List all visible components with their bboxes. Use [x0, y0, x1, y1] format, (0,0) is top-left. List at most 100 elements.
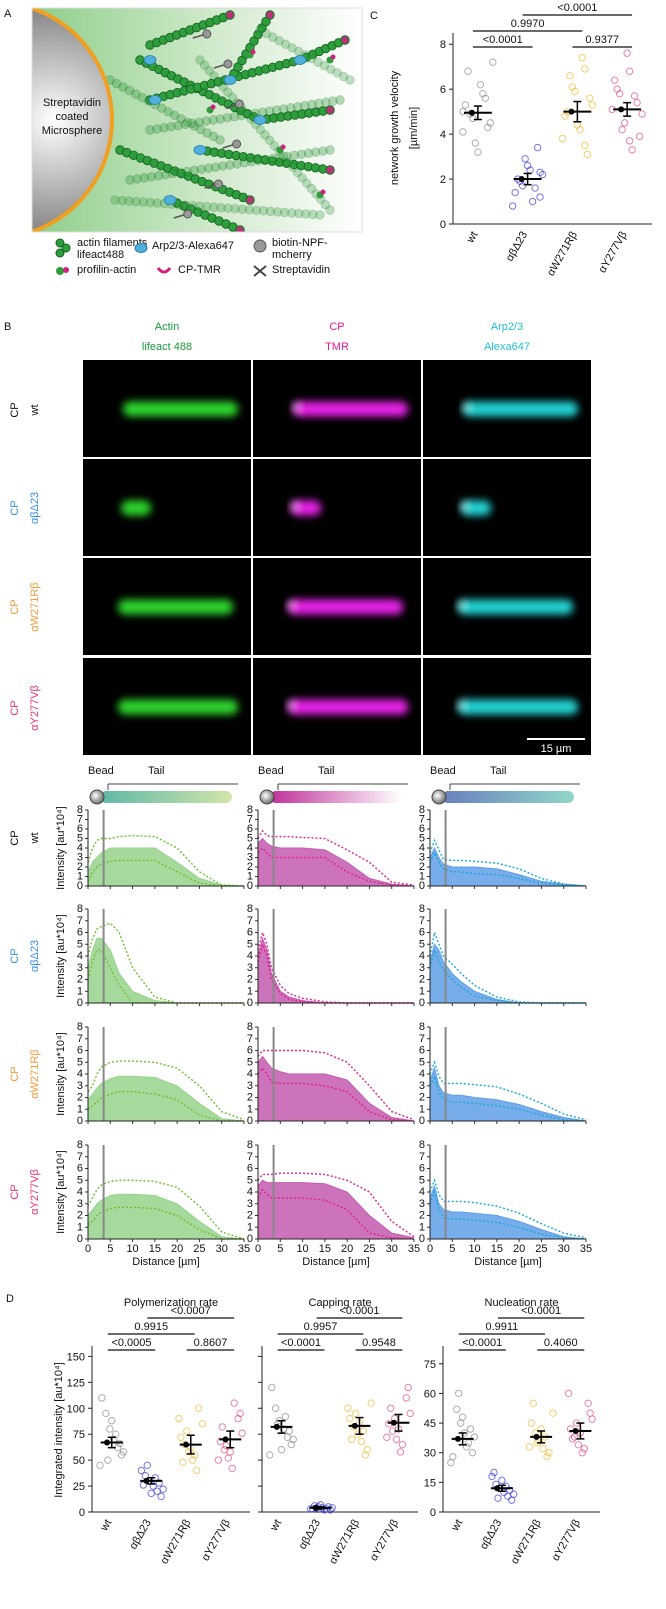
x-tick-label: αβΔ23	[504, 230, 531, 264]
x-tick-label: 0	[427, 1243, 433, 1255]
data-point	[638, 110, 646, 118]
actin-bead	[211, 162, 221, 172]
y-tick-label: 4	[77, 950, 83, 962]
data-point	[630, 92, 639, 100]
data-point	[558, 134, 567, 143]
data-point	[155, 1479, 163, 1487]
data-point	[523, 161, 532, 170]
actin-bead	[281, 39, 291, 49]
area-line	[257, 1055, 415, 1122]
data-point	[571, 87, 579, 96]
y-tick-label: 1	[77, 1103, 83, 1115]
mean-dot	[222, 1436, 229, 1443]
actin-bead	[182, 117, 193, 128]
data-point	[494, 1494, 502, 1502]
x-tick-label: 30	[216, 1243, 228, 1255]
column-header: Alexa647	[484, 341, 530, 353]
cp-cap	[266, 11, 274, 19]
y-tick-label: 2	[419, 1092, 425, 1104]
data-point	[564, 1389, 573, 1398]
area-fill	[430, 848, 586, 886]
data-point	[625, 67, 634, 75]
arp-complex	[143, 55, 157, 65]
mean-dot	[351, 1422, 358, 1429]
micrograph	[83, 459, 251, 556]
panel-label: A	[4, 8, 12, 20]
y-axis-label: Intensity [au*10⁴]	[55, 1150, 67, 1234]
y-tick-label: 0	[247, 1233, 253, 1245]
y-tick-label: 2	[247, 974, 253, 986]
actin-bead	[180, 200, 191, 210]
data-point	[455, 1389, 463, 1398]
y-tick-label: 0	[247, 1115, 253, 1127]
x-tick-label: 10	[126, 1243, 138, 1255]
mean-dot	[568, 108, 575, 115]
actin-bead	[195, 55, 205, 65]
data-point	[529, 1399, 537, 1408]
y-axis-label: network growth velocity	[389, 70, 401, 185]
data-point	[620, 119, 629, 127]
actin-bead	[255, 25, 265, 35]
y-tick-label: 3	[247, 1198, 253, 1210]
y-tick-label: 6	[77, 823, 83, 835]
actin-bead	[182, 166, 192, 177]
p-value: 0.9548	[362, 1337, 396, 1349]
actin-bead	[223, 87, 233, 97]
actin-bead	[264, 106, 275, 116]
dashed-line	[429, 851, 587, 887]
y-tick-label: 6	[419, 1045, 425, 1057]
y-tick-label: 30	[424, 1448, 436, 1460]
data-point	[230, 1399, 238, 1407]
actin-bead	[287, 43, 297, 53]
area-fill	[88, 1194, 244, 1239]
x-axis-label: Distance [µm]	[132, 1256, 199, 1268]
data-point	[351, 1409, 360, 1418]
x-tick-label: 25	[363, 1243, 375, 1255]
y-tick-label: 5	[247, 833, 253, 845]
actin-bead	[152, 198, 163, 208]
y-tick-label: 1	[77, 871, 83, 883]
y-tick-label: 0	[440, 219, 446, 231]
x-tick-label: 20	[171, 1243, 183, 1255]
dashed-line	[429, 1178, 587, 1239]
header-tail: Tail	[318, 765, 335, 777]
actin-bead	[163, 107, 173, 117]
x-tick-label: αβΔ23	[297, 1518, 324, 1552]
header-bead: Bead	[430, 765, 456, 777]
y-tick-label: 7	[77, 1033, 83, 1045]
y-tick-label: 1	[419, 1221, 425, 1233]
data-point	[346, 1414, 354, 1423]
data-point	[506, 1486, 514, 1494]
schematic-frame	[31, 7, 363, 233]
actin-bead	[274, 36, 284, 46]
actin-bead	[157, 103, 167, 113]
y-tick-label: 3	[419, 852, 425, 864]
y-tick-label: 5	[247, 938, 253, 950]
data-point	[623, 49, 631, 57]
p-value: <0.0005	[111, 1337, 151, 1349]
actin-bead	[111, 78, 122, 89]
legend-icon	[134, 243, 148, 253]
data-point	[464, 67, 472, 75]
y-tick-label: 150	[67, 1351, 85, 1363]
y-tick-label: 4	[419, 1186, 425, 1198]
y-tick-label: 0	[79, 1507, 85, 1519]
y-tick-label: 8	[419, 1021, 425, 1033]
linker	[204, 184, 215, 189]
linker	[192, 34, 204, 39]
data-point	[96, 1461, 104, 1470]
data-point	[615, 89, 624, 98]
actin-bead	[264, 135, 275, 146]
y-tick-label: 6	[247, 1045, 253, 1057]
data-point	[490, 1468, 498, 1477]
y-tick-label: 125	[67, 1377, 85, 1389]
actin-bead	[118, 82, 128, 92]
arp-complex	[223, 75, 237, 85]
data-point	[580, 1445, 588, 1453]
y-tick-label: 0	[419, 880, 425, 892]
actin-bead	[110, 195, 120, 205]
dashed-line	[87, 949, 244, 1004]
dashed-line	[87, 834, 245, 887]
bead-signal	[460, 501, 470, 512]
actin-bead	[303, 148, 314, 158]
